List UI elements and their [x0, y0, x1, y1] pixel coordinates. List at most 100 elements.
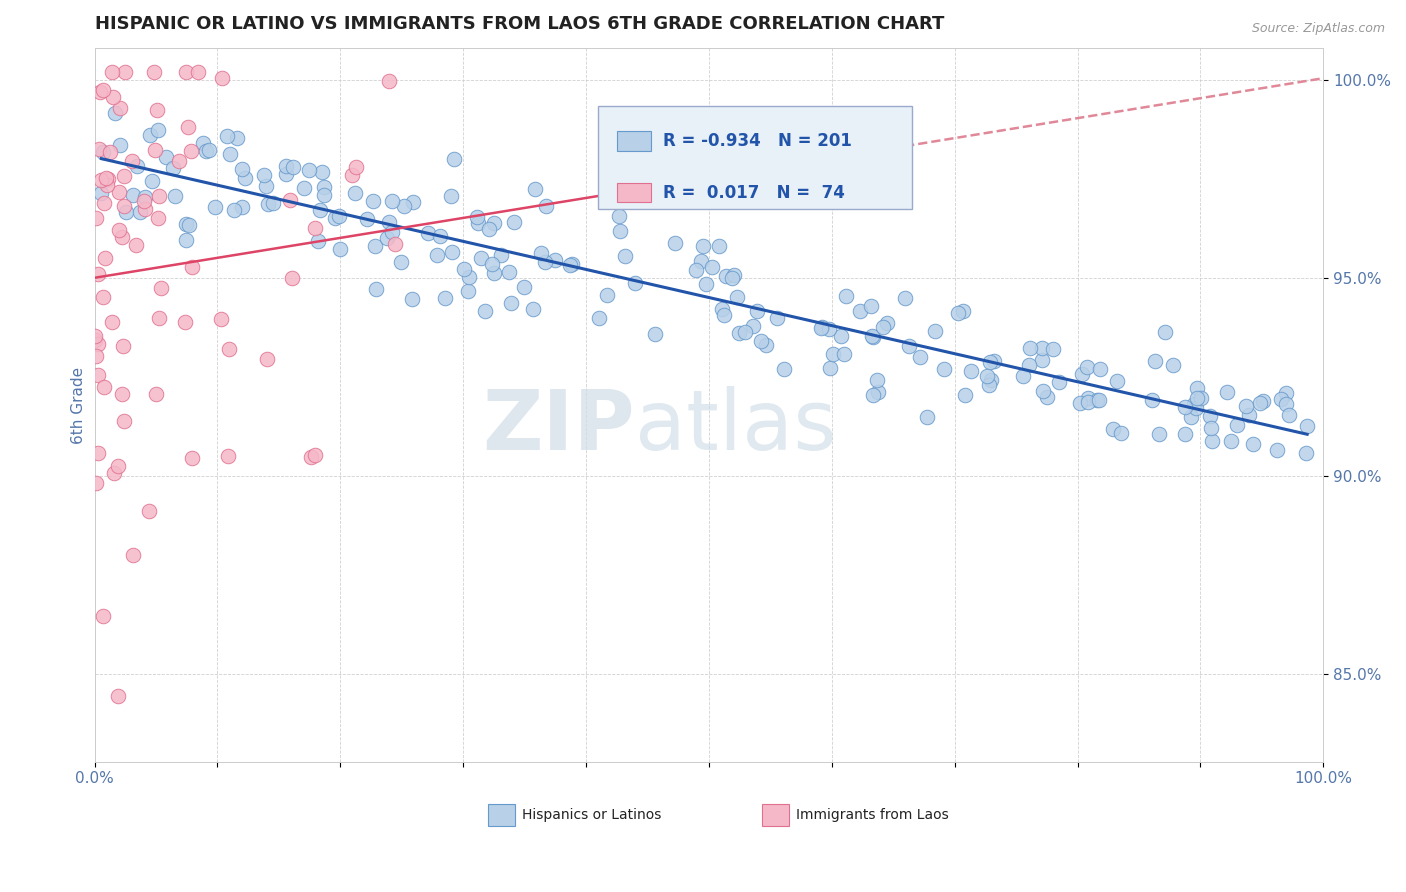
Point	[87, 337, 110, 351]
Point	[530, 246, 553, 260]
Point	[482, 266, 505, 280]
Point	[773, 362, 796, 376]
Point	[361, 194, 384, 209]
Point	[90, 186, 112, 200]
Point	[211, 71, 233, 86]
Point	[84, 475, 107, 490]
Point	[416, 227, 439, 241]
Point	[83, 329, 105, 343]
Point	[433, 291, 456, 305]
Point	[256, 351, 278, 366]
Point	[1241, 437, 1264, 451]
Point	[146, 122, 169, 136]
Point	[252, 168, 274, 182]
Point	[835, 288, 858, 302]
Point	[755, 338, 778, 352]
Point	[375, 231, 398, 245]
Point	[588, 310, 610, 325]
Point	[128, 205, 150, 219]
Point	[312, 187, 335, 202]
Bar	[617, 183, 651, 202]
Point	[174, 65, 197, 79]
Point	[924, 324, 946, 338]
Point	[484, 216, 506, 230]
Point	[952, 304, 974, 318]
Point	[381, 225, 404, 239]
Text: Source: ZipAtlas.com: Source: ZipAtlas.com	[1251, 22, 1385, 36]
Point	[533, 255, 555, 269]
Point	[609, 224, 631, 238]
Bar	[488, 805, 515, 826]
Point	[1182, 397, 1205, 411]
Point	[897, 339, 920, 353]
Point	[94, 171, 117, 186]
Point	[910, 351, 932, 365]
Point	[179, 219, 201, 233]
Point	[690, 254, 713, 268]
Point	[93, 609, 115, 624]
Point	[481, 257, 503, 271]
Point	[439, 189, 461, 203]
Point	[122, 188, 145, 202]
Point	[979, 377, 1001, 392]
Point	[695, 277, 717, 292]
Point	[1069, 395, 1091, 409]
Point	[97, 171, 120, 186]
Point	[1088, 362, 1111, 376]
Point	[226, 131, 249, 145]
Point	[860, 299, 883, 313]
Point	[177, 120, 200, 134]
Point	[1032, 384, 1054, 398]
Point	[198, 143, 221, 157]
Point	[299, 450, 322, 464]
Point	[146, 211, 169, 226]
Point	[1109, 425, 1132, 440]
Point	[624, 276, 647, 290]
Point	[830, 329, 852, 343]
Point	[872, 320, 894, 334]
Point	[108, 223, 131, 237]
Point	[960, 364, 983, 378]
Point	[501, 295, 523, 310]
Text: Immigrants from Laos: Immigrants from Laos	[796, 808, 949, 822]
Point	[1036, 390, 1059, 404]
Point	[457, 269, 479, 284]
Text: R = -0.934   N = 201: R = -0.934 N = 201	[664, 132, 852, 150]
Point	[596, 287, 619, 301]
Point	[1147, 426, 1170, 441]
Point	[401, 195, 423, 210]
Point	[262, 196, 284, 211]
Bar	[762, 805, 789, 826]
Point	[384, 236, 406, 251]
Point	[173, 315, 195, 329]
Point	[1226, 418, 1249, 433]
Point	[1295, 446, 1317, 460]
Point	[143, 65, 166, 79]
Point	[1107, 374, 1129, 388]
Point	[138, 504, 160, 518]
Text: Hispanics or Latinos: Hispanics or Latinos	[522, 808, 662, 822]
Point	[544, 253, 567, 268]
Point	[522, 302, 544, 317]
Point	[948, 306, 970, 320]
Point	[478, 221, 501, 235]
Point	[818, 321, 841, 335]
Point	[204, 200, 226, 214]
Point	[363, 239, 385, 253]
Text: atlas: atlas	[636, 386, 837, 467]
Point	[108, 101, 131, 115]
Point	[1234, 399, 1257, 413]
Point	[218, 342, 240, 356]
Point	[90, 173, 112, 187]
Point	[180, 144, 202, 158]
Point	[181, 260, 204, 274]
Point	[644, 326, 666, 341]
Point	[692, 239, 714, 253]
Point	[716, 268, 738, 283]
Point	[976, 368, 998, 383]
Point	[1198, 409, 1220, 423]
Point	[1199, 421, 1222, 435]
Point	[181, 451, 204, 466]
Point	[111, 387, 134, 401]
Point	[536, 199, 558, 213]
